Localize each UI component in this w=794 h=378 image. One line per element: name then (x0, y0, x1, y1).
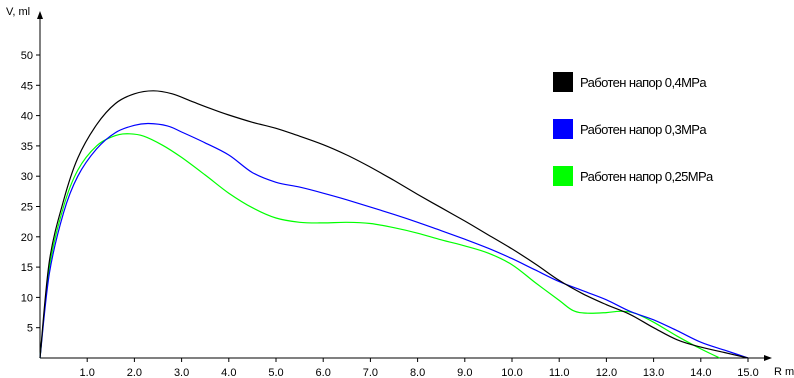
y-tick-label: 35 (21, 141, 33, 153)
x-tick-label: 3.0 (174, 367, 189, 378)
y-axis-title: V, ml (6, 6, 30, 18)
x-tick-label: 2.0 (127, 367, 142, 378)
series-line-0 (39, 90, 749, 359)
y-tick-label: 40 (21, 111, 33, 123)
legend-swatch-2 (553, 166, 573, 186)
series-line-2 (39, 133, 720, 359)
legend-label-2: Работен напор 0,25MPa (580, 169, 714, 184)
x-tick-label: 14.0 (690, 367, 711, 378)
y-tick-label: 25 (21, 202, 33, 214)
legend-label-1: Работен напор 0,3MPa (580, 122, 707, 137)
x-tick-label: 5.0 (268, 367, 283, 378)
legend: Работен напор 0,4MPa Работен напор 0,3MP… (553, 72, 715, 186)
y-tick-label: 5 (27, 323, 33, 335)
ticks: 1.0 2.0 3.0 4.0 5.0 6.0 7.0 8.0 9.0 10.0 11.0 12.0 1… (21, 50, 759, 378)
y-tick-label: 20 (21, 232, 33, 244)
y-tick-label: 50 (21, 50, 33, 62)
x-tick-label: 15.0 (737, 367, 758, 378)
series-line-1 (39, 122, 749, 359)
series-layer (39, 90, 749, 359)
y-tick-label: 10 (21, 292, 33, 304)
x-tick-label: 8.0 (410, 367, 425, 378)
x-tick-label: 7.0 (363, 367, 378, 378)
x-tick-label: 12.0 (596, 367, 617, 378)
legend-swatch-1 (553, 119, 573, 139)
x-tick-label: 4.0 (221, 367, 236, 378)
x-axis-arrow (764, 355, 772, 361)
x-axis-title: R m (774, 366, 794, 378)
x-tick-label: 6.0 (316, 367, 331, 378)
y-tick-label: 15 (21, 262, 33, 274)
x-tick-label: 13.0 (643, 367, 664, 378)
legend-swatch-0 (553, 72, 573, 92)
x-tick-label: 10.0 (501, 367, 522, 378)
axes: V, ml R m (6, 6, 794, 378)
y-tick-label: 45 (21, 80, 33, 92)
x-tick-label: 9.0 (457, 367, 472, 378)
x-tick-label: 11.0 (549, 367, 570, 378)
y-axis-arrow (37, 11, 43, 19)
legend-label-0: Работен напор 0,4MPa (580, 75, 707, 90)
y-tick-label: 30 (21, 171, 33, 183)
x-tick-label: 1.0 (80, 367, 95, 378)
